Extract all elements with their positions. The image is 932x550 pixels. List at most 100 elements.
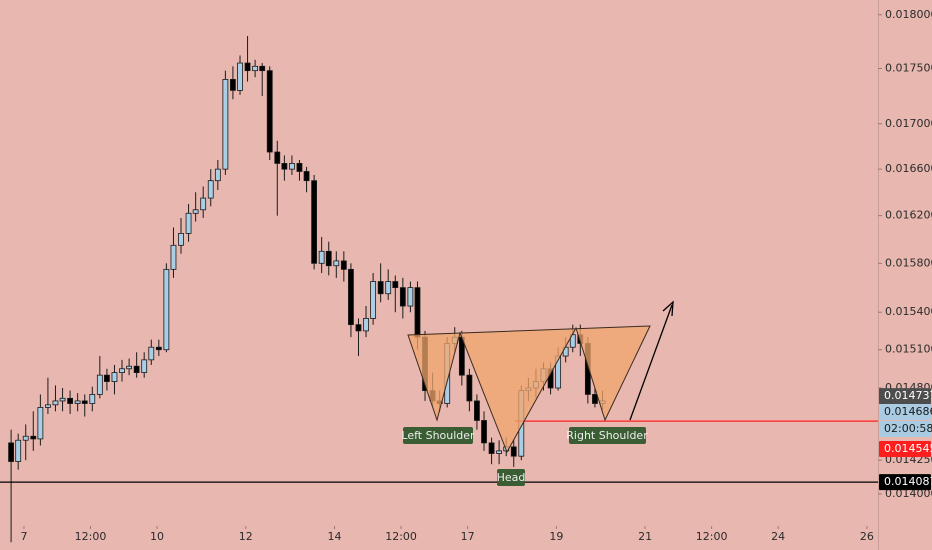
candle-body: [474, 400, 480, 421]
x-tick-label: 12:00: [75, 530, 107, 543]
candle-body: [67, 397, 73, 404]
candle-body: [414, 287, 421, 338]
candle-body: [170, 244, 177, 270]
candle-body: [259, 65, 266, 72]
x-tick-label: 12: [239, 530, 253, 543]
candle-body: [325, 250, 332, 267]
arrow-head: [662, 300, 674, 317]
x-tick-label: 12:00: [696, 530, 728, 543]
candle-body: [274, 151, 281, 164]
candle-body: [214, 168, 221, 182]
price-label: 0.014737: [884, 389, 932, 402]
candle-body: [141, 359, 148, 373]
candle-body: [407, 287, 414, 307]
candle-body: [37, 407, 44, 440]
x-tick-label: 21: [638, 530, 652, 543]
candle-body: [244, 62, 251, 72]
candle-body: [59, 397, 66, 402]
x-tick-label: 10: [150, 530, 164, 543]
candle-body: [185, 212, 192, 234]
candle-body: [377, 281, 384, 295]
x-tick-label: 7: [20, 530, 27, 543]
price-label-box: [879, 388, 931, 405]
candle-body: [266, 70, 273, 153]
candle-body: [222, 79, 229, 170]
candle-body: [370, 281, 377, 319]
candle-body: [104, 374, 110, 382]
candle-body: [81, 400, 88, 404]
candle-body: [96, 374, 103, 395]
candle-body: [311, 180, 318, 264]
candle-body: [510, 446, 517, 457]
candle-body: [148, 346, 155, 361]
annotation: Left Shoulder: [401, 429, 475, 442]
annotation: Head: [497, 471, 526, 484]
candle-body: [385, 281, 392, 295]
price-label-box: [879, 404, 931, 420]
x-tick-label: 17: [461, 530, 475, 543]
candle-body: [289, 163, 295, 170]
pattern-shape: [407, 325, 651, 454]
annotation-box: [403, 427, 473, 444]
candle-body: [133, 365, 140, 373]
candle-body: [592, 394, 598, 404]
candle-body: [8, 442, 14, 462]
price-line-label: 0.014545: [884, 442, 932, 455]
countdown-box: [879, 421, 931, 437]
price-line-label-box: [879, 441, 931, 457]
x-tick-label: 14: [328, 530, 342, 543]
price-label: 0.014686: [884, 405, 932, 418]
candle-body: [22, 435, 29, 441]
candle-body: [192, 209, 199, 214]
candle-body: [230, 79, 236, 91]
annotation-box: [569, 427, 646, 444]
x-tick-label: 19: [549, 530, 563, 543]
annotation-box: [497, 469, 525, 486]
candle-body: [488, 442, 495, 454]
arrow: [629, 304, 673, 421]
price-line-label: 0.014087: [884, 475, 932, 488]
candle-body: [281, 163, 288, 170]
candle-body: [178, 232, 184, 246]
candle-body: [15, 439, 22, 462]
candle-body: [318, 250, 325, 264]
candle-body: [45, 404, 51, 408]
candle-body: [496, 450, 503, 454]
candle-body: [466, 374, 473, 402]
candle-body: [363, 318, 369, 332]
candle-body: [207, 180, 214, 199]
candle-body: [303, 171, 310, 182]
candle-body: [89, 394, 96, 404]
candle-body: [348, 268, 354, 326]
candle-body: [399, 287, 406, 307]
candle-body: [252, 65, 259, 72]
candle-body: [481, 420, 487, 444]
x-tick-label: 12:00: [385, 530, 417, 543]
annotation: Right Shoulder: [566, 429, 648, 442]
x-tick-label: 24: [771, 530, 785, 543]
candle-body: [74, 400, 81, 404]
price-line-label-box: [879, 474, 931, 491]
x-tick-label: 26: [860, 530, 874, 543]
countdown: 02:00:58: [884, 422, 932, 435]
candle-body: [155, 346, 162, 351]
candle-body: [119, 368, 125, 373]
candle-body: [333, 260, 340, 267]
candle-body: [52, 400, 59, 406]
candle-body: [296, 163, 303, 172]
y-tick-label: 0.014000: [885, 487, 932, 500]
candle-body: [111, 372, 118, 382]
candle-body: [392, 281, 399, 289]
candle-body: [163, 268, 170, 351]
candle-body: [355, 324, 362, 332]
